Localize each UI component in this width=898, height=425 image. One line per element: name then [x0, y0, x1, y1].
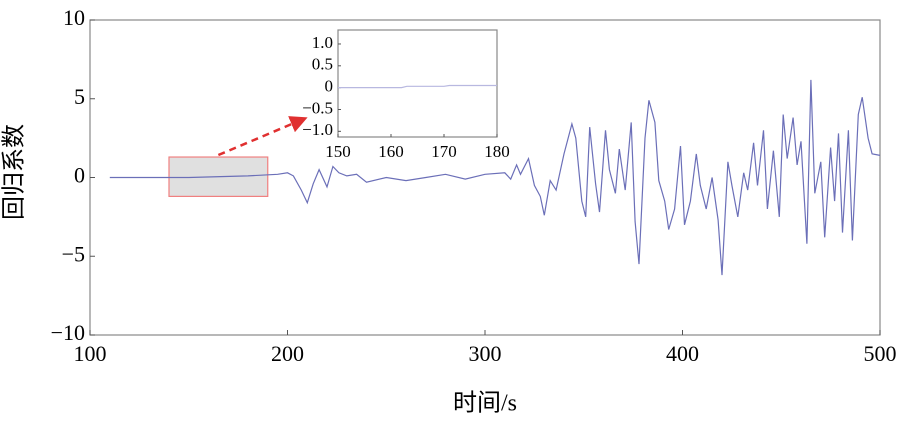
x-tick-label: 180 — [484, 142, 510, 161]
x-tick-label: 170 — [431, 142, 457, 161]
y-tick-label: −0.5 — [302, 98, 333, 117]
y-tick-label: 0 — [74, 163, 85, 188]
y-tick-label: 1.0 — [312, 33, 333, 52]
zoom-arrow — [217, 116, 308, 157]
y-tick-label: 5 — [74, 84, 85, 109]
x-tick-label: 100 — [74, 341, 107, 366]
y-tick-label: −5 — [62, 241, 85, 266]
y-tick-label: 0.5 — [312, 55, 333, 74]
x-tick-label: 300 — [469, 341, 502, 366]
plot-frame — [337, 29, 498, 138]
x-tick-label: 150 — [325, 142, 351, 161]
y-axis-label: 回归系数 — [1, 124, 28, 220]
y-tick-label: 0 — [325, 77, 334, 96]
x-axis-label: 时间/s — [453, 390, 517, 417]
x-tick-label: 160 — [378, 142, 404, 161]
x-tick-label: 500 — [864, 341, 897, 366]
y-tick-label: 10 — [63, 5, 85, 30]
x-tick-label: 400 — [666, 341, 699, 366]
line-series — [338, 84, 497, 89]
y-tick-label: −10 — [51, 320, 85, 345]
y-tick-label: −1.0 — [302, 120, 333, 139]
line-series — [109, 79, 881, 276]
x-tick-label: 200 — [271, 341, 304, 366]
